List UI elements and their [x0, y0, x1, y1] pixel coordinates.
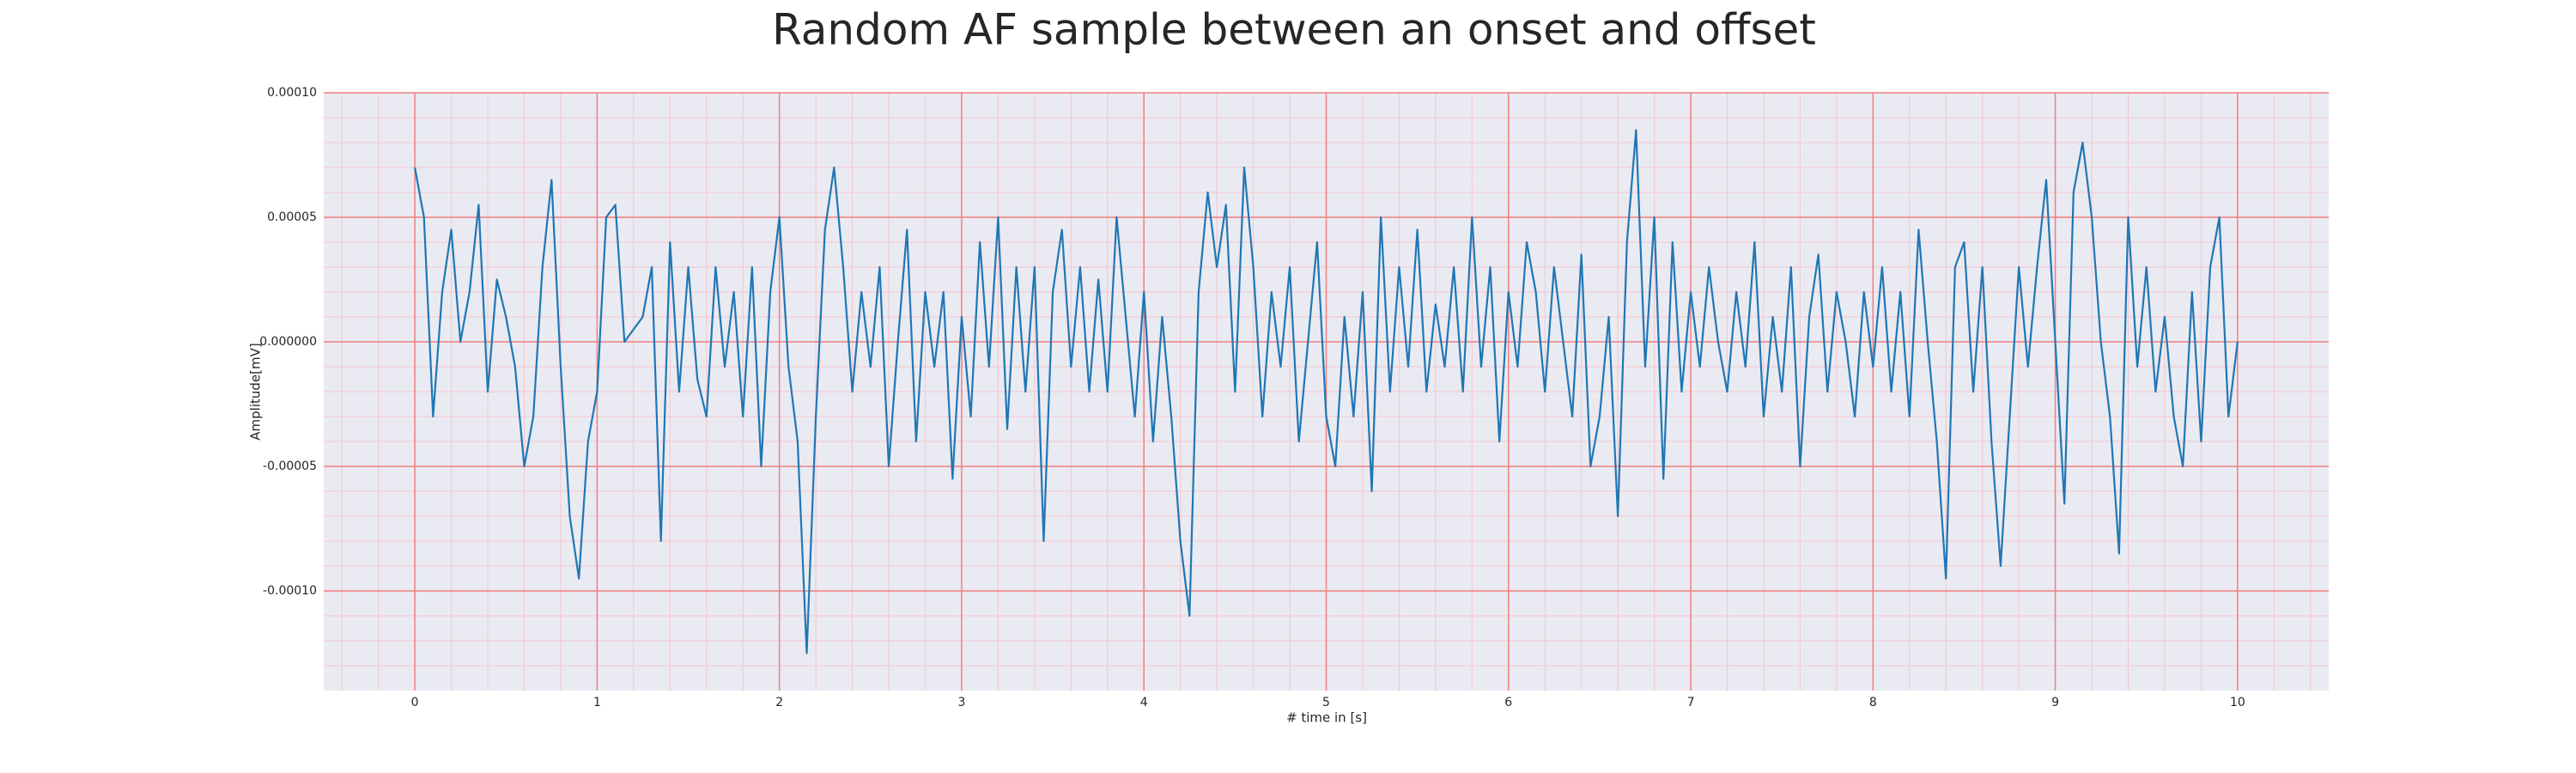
- x-tick-label: 6: [1504, 696, 1512, 709]
- y-tick-label: 0.00005: [267, 210, 317, 224]
- x-tick-label: 4: [1140, 696, 1148, 709]
- chart-title: Random AF sample between an onset and of…: [772, 5, 1816, 55]
- y-axis-label: Amplitude[mV]: [248, 343, 264, 440]
- plot-area: [324, 92, 2329, 691]
- x-tick-label: 3: [957, 696, 965, 709]
- y-tick-label: 0.00010: [267, 86, 317, 100]
- y-tick-label: -0.00010: [263, 584, 317, 598]
- x-tick-label: 9: [2051, 696, 2059, 709]
- x-tick-label: 0: [411, 696, 419, 709]
- data-line: [414, 129, 2239, 654]
- x-axis-label: # time in [s]: [1286, 710, 1367, 726]
- x-tick-label: 2: [775, 696, 783, 709]
- x-tick-label: 8: [1869, 696, 1877, 709]
- x-tick-label: 1: [593, 696, 601, 709]
- x-tick-label: 7: [1687, 696, 1695, 709]
- y-tick-label: 0.000000: [259, 335, 317, 349]
- x-tick-label: 5: [1322, 696, 1330, 709]
- y-tick-label: -0.00005: [263, 460, 317, 473]
- x-tick-label: 10: [2230, 696, 2245, 709]
